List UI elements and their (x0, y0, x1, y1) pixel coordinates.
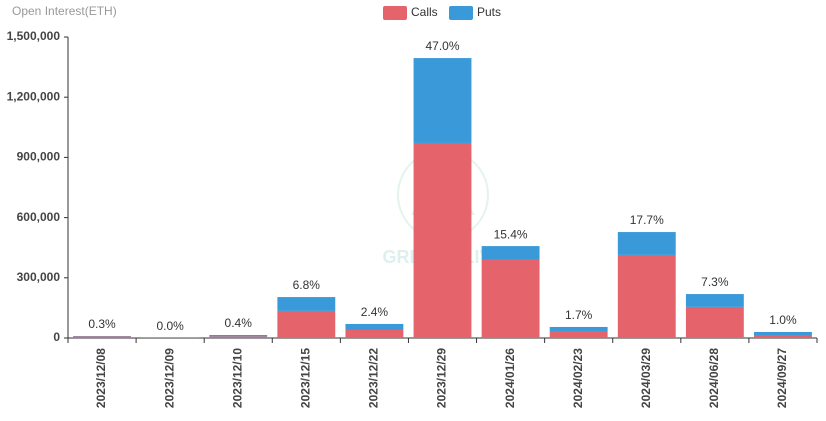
chart-title: Open Interest(ETH) (12, 4, 117, 18)
bar-segment (549, 326, 608, 331)
share-label: 17.7% (630, 213, 664, 227)
x-tick-label: 2023/12/15 (298, 348, 312, 408)
share-label: 15.4% (494, 227, 528, 241)
x-tick-label: 2023/12/10 (230, 348, 244, 408)
share-label: 2.4% (361, 305, 389, 319)
legend-swatch (449, 6, 473, 20)
share-label: 6.8% (293, 278, 321, 292)
bar-segment (277, 310, 336, 338)
bar-segment (685, 294, 744, 307)
bar-segment (209, 334, 268, 337)
x-tick-label: 2023/12/08 (94, 348, 108, 408)
share-label: 47.0% (425, 39, 459, 53)
legend-label: Calls (411, 5, 438, 19)
bar-segment (73, 336, 131, 338)
x-tick-label: 2023/12/22 (367, 348, 381, 408)
share-label: 1.0% (769, 313, 797, 327)
y-tick-label: 300,000 (17, 270, 61, 284)
y-tick-label: 900,000 (17, 150, 61, 164)
bar-segment (617, 254, 676, 338)
x-tick-label: 2024/02/23 (571, 348, 585, 408)
bar-segment (685, 306, 744, 338)
legend-label: Puts (477, 5, 501, 19)
y-tick-label: 600,000 (17, 210, 61, 224)
x-tick-label: 2023/12/09 (162, 348, 176, 408)
y-tick-label: 0 (53, 330, 60, 344)
x-tick-label: 2023/12/29 (435, 348, 449, 408)
bar-segment (345, 323, 404, 330)
x-tick-label: 2024/03/29 (639, 348, 653, 408)
share-label: 7.3% (701, 275, 729, 289)
bar-segment (549, 330, 608, 338)
bar-segment (754, 331, 812, 335)
bar-segment (481, 246, 540, 260)
bar-segment (345, 329, 404, 338)
legend-swatch (383, 6, 407, 20)
bar-segment (413, 142, 472, 338)
bar-segment (413, 58, 472, 143)
bar-segment (754, 334, 812, 338)
share-label: 0.0% (156, 319, 184, 333)
bar-segment (209, 336, 268, 338)
y-tick-label: 1,500,000 (7, 29, 61, 43)
bar-segment (481, 259, 540, 338)
share-label: 0.3% (88, 317, 116, 331)
share-label: 0.4% (225, 316, 253, 330)
share-label: 1.7% (565, 308, 593, 322)
x-tick-label: 2024/09/27 (775, 348, 789, 408)
x-tick-label: 2024/06/28 (707, 348, 721, 408)
bar-segment (617, 232, 676, 255)
bar-segment (277, 297, 336, 311)
y-tick-label: 1,200,000 (7, 89, 61, 103)
x-tick-label: 2024/01/26 (503, 348, 517, 408)
